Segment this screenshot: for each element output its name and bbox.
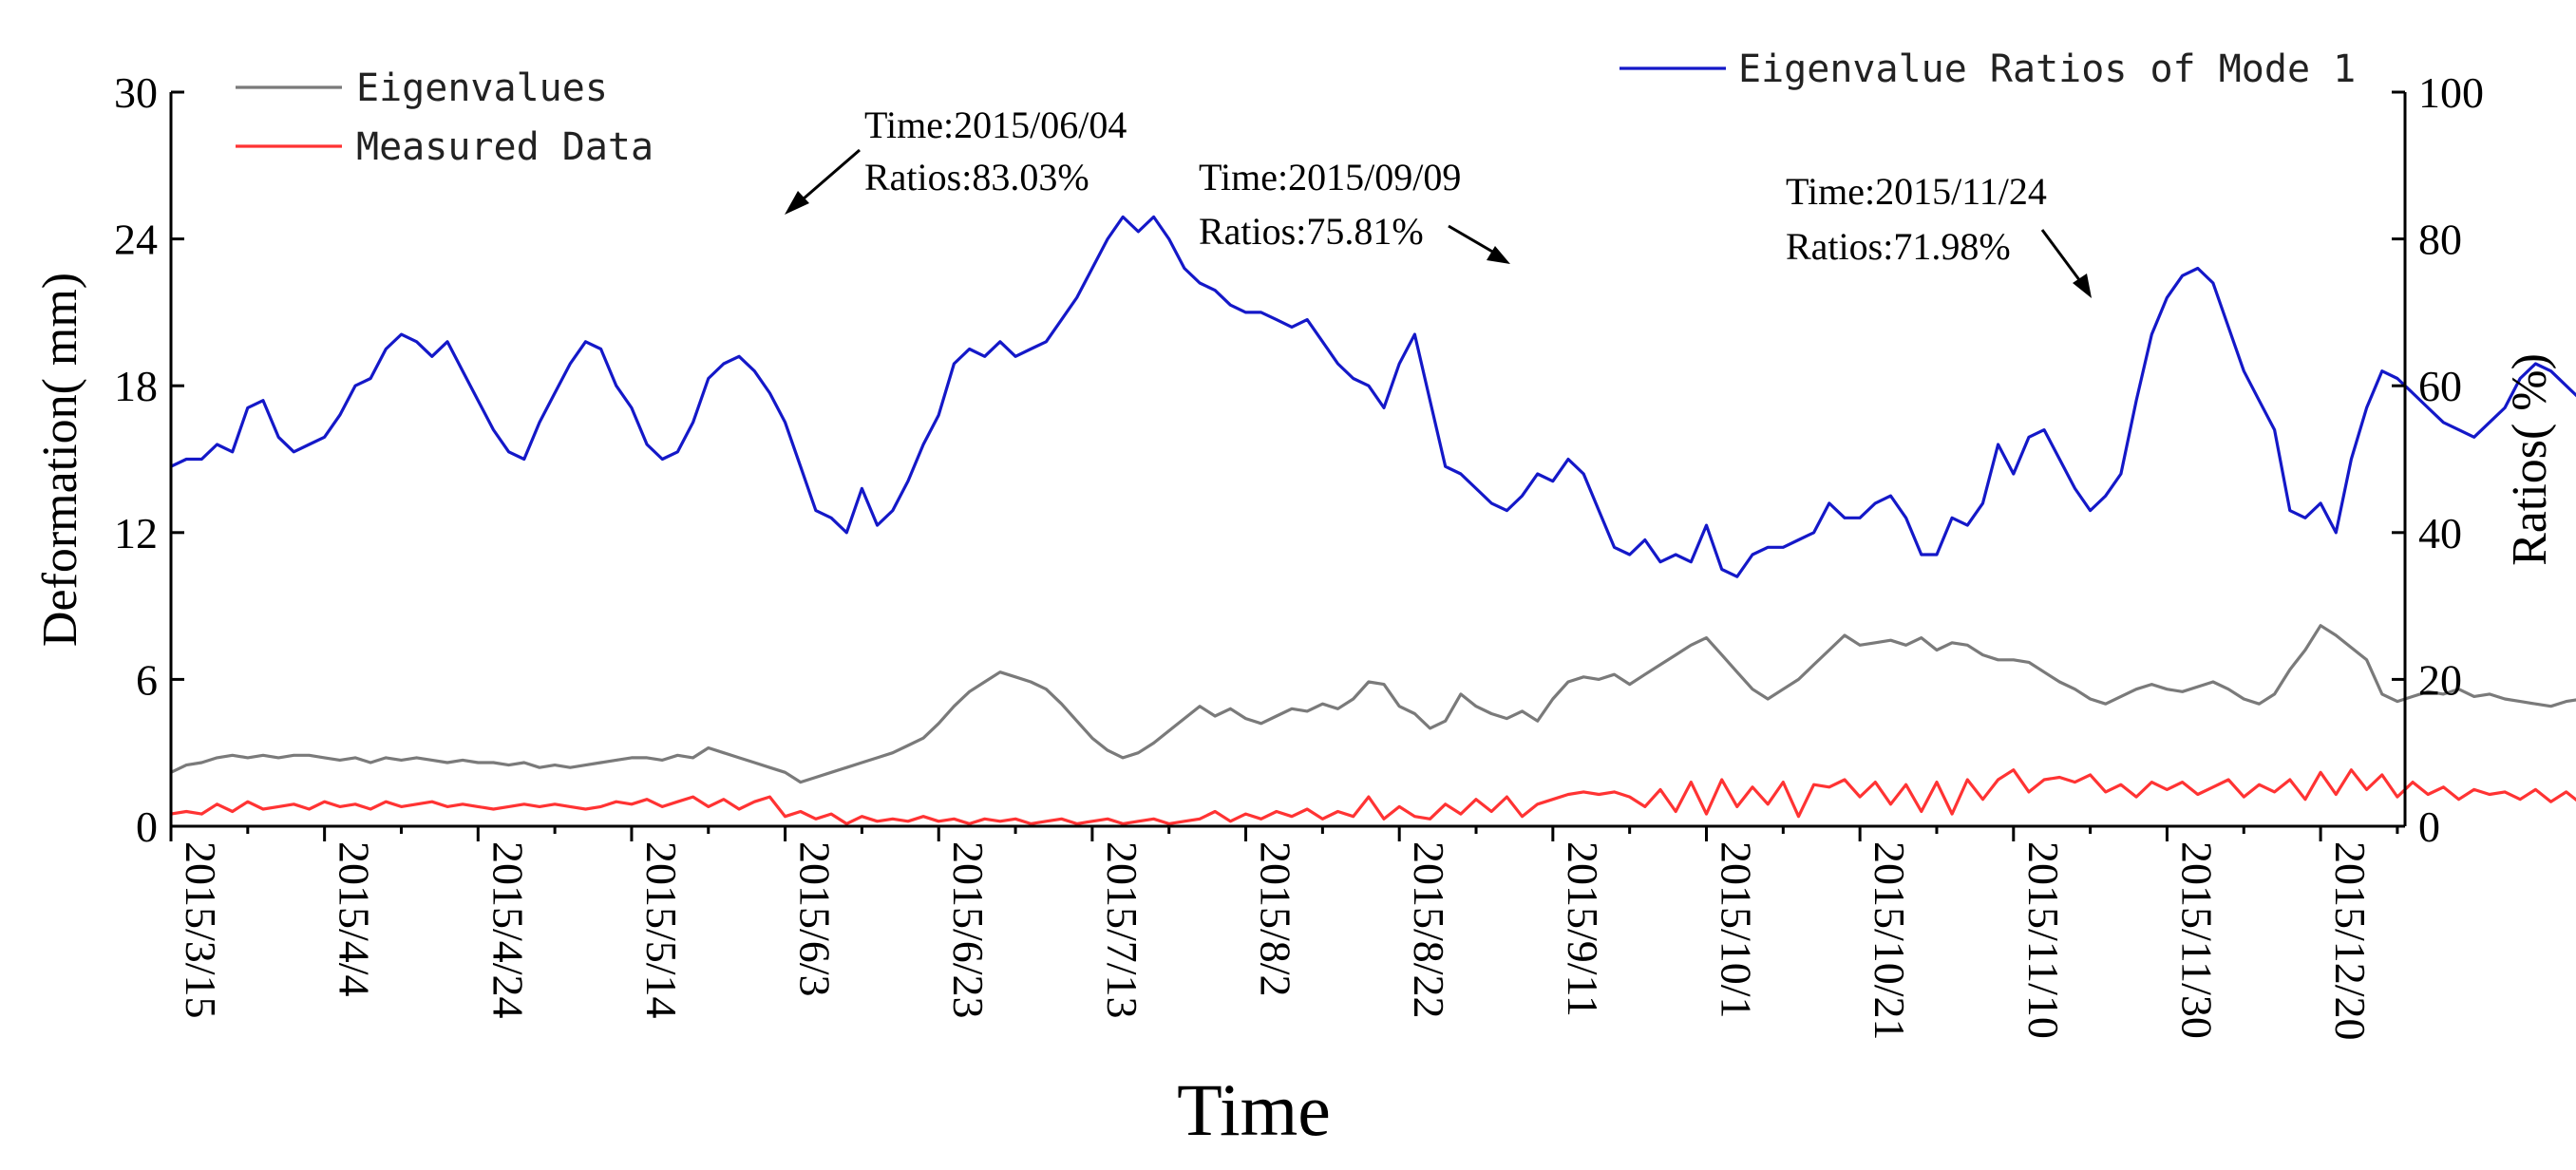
series-line-eigenvalues [170,624,2576,784]
annotation-1: Time:2015/06/04 Ratios:83.03% [785,104,1127,215]
right-tick-label: 100 [2418,68,2484,117]
x-tick-label: 2015/10/21 [1866,841,1914,1041]
x-tick-label: 2015/4/24 [483,841,532,1019]
left-tick-label: 24 [114,216,158,264]
annotation-3-ratio: Ratios:71.98% [1786,225,2011,268]
x-tick-label: 2015/11/10 [2019,841,2068,1039]
annotation-3-time: Time:2015/11/24 [1786,170,2047,213]
series-line-eigenvalue-ratios-of-mode-1 [170,215,2576,578]
right-tick-label: 60 [2418,362,2462,410]
legend-label-measured: Measured Data [356,125,653,169]
left-tick-label: 30 [114,68,158,117]
annotation-3-arrowhead [2073,274,2092,298]
right-tick-label: 40 [2418,509,2462,557]
x-tick-label: 2015/10/1 [1713,841,1761,1019]
series-layer [170,215,2576,825]
x-tick-label: 2015/6/3 [791,841,840,997]
x-tick-label: 2015/8/22 [1405,841,1453,1019]
annotation-2: Time:2015/09/09 Ratios:75.81% [1199,156,1510,264]
annotation-1-arrowhead [785,191,809,215]
annotation-3-arrow [2040,229,2082,282]
left-axis-ticks: 0 6 12 18 24 30 [114,68,184,851]
annotation-2-ratio: Ratios:75.81% [1199,210,1424,253]
x-axis-title: Time [1177,1068,1331,1151]
annotation-1-arrow [802,148,861,201]
annotation-1-time: Time:2015/06/04 [864,104,1127,146]
right-tick-label: 0 [2418,802,2440,851]
x-tick-label: 2015/8/2 [1252,841,1300,997]
legend: Eigenvalues Measured Data Eigenvalue Rat… [236,47,2356,169]
annotation-3: Time:2015/11/24 Ratios:71.98% [1786,170,2092,298]
annotation-2-arrow [1448,224,1495,255]
x-axis-ticks: 2015/3/15 2015/4/4 2015/4/24 2015/5/14 2015/… [169,826,2399,1041]
x-tick-label: 2015/5/14 [637,841,686,1019]
series-line-measured-data [170,768,2576,825]
left-tick-label: 18 [114,362,158,410]
left-tick-label: 12 [114,509,158,557]
x-tick-label: 2015/6/23 [944,841,993,1019]
legend-label-ratios: Eigenvalue Ratios of Mode 1 [1738,47,2356,91]
left-tick-label: 6 [136,655,158,704]
left-tick-label: 0 [136,802,158,851]
annotation-2-time: Time:2015/09/09 [1199,156,1461,198]
annotation-1-ratio: Ratios:83.03% [864,156,1089,198]
x-tick-label: 2015/11/30 [2172,841,2221,1039]
legend-label-eigenvalues: Eigenvalues [356,66,608,110]
right-tick-label: 20 [2418,655,2462,704]
x-tick-label: 2015/7/13 [1098,841,1146,1019]
x-tick-label: 2015/4/4 [331,841,379,997]
right-tick-label: 80 [2418,216,2462,264]
right-axis-ticks: 0 20 40 60 80 100 [2392,68,2484,851]
y-axis-title-left: Deformation( mm) [33,273,87,647]
x-tick-label: 2015/9/11 [1559,841,1607,1017]
y-axis-title-right: Ratios( %) [2503,353,2557,566]
annotation-2-arrowhead [1487,246,1510,264]
x-tick-label: 2015/3/15 [177,841,225,1019]
x-tick-label: 2015/12/20 [2326,841,2375,1041]
